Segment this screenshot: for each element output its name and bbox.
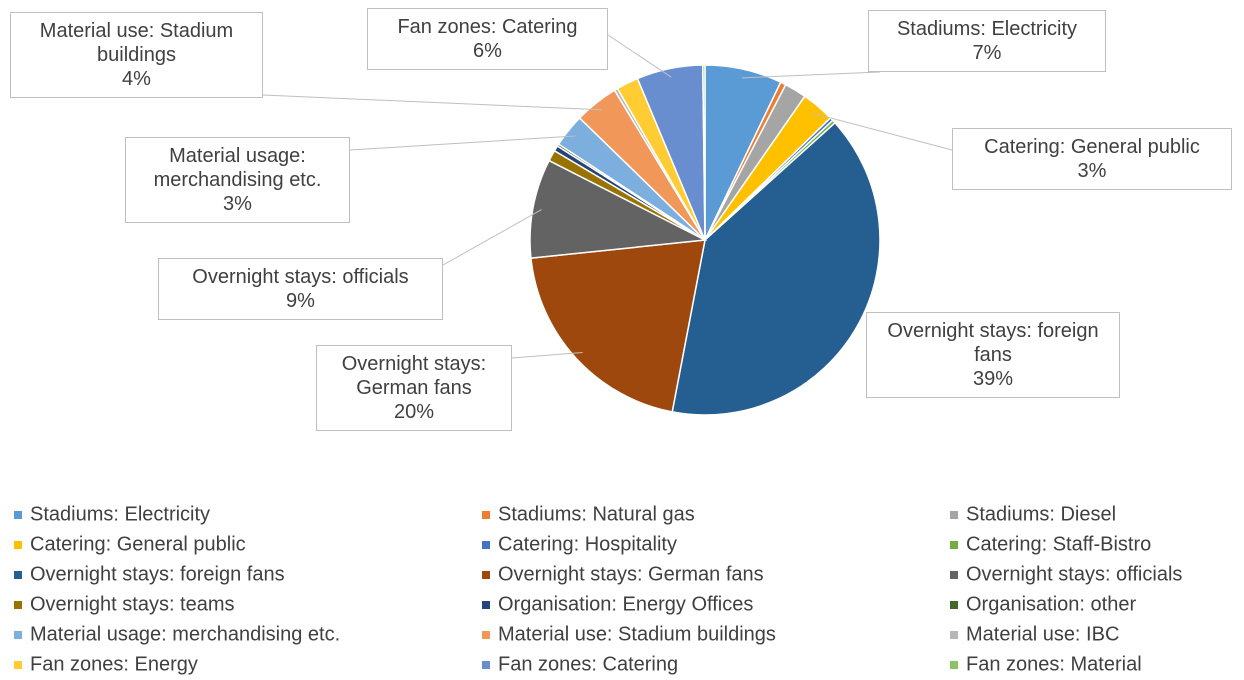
data-callout: Material use: Stadium buildings 4% <box>10 12 263 98</box>
callout-category: Stadiums: Electricity <box>896 18 1078 40</box>
callout-value: 3% <box>223 193 252 215</box>
callout-category: Material usage: merchandising etc. <box>153 145 322 191</box>
legend-label: Material use: IBC <box>966 623 1119 645</box>
legend-label: Material usage: merchandising etc. <box>30 623 340 645</box>
callout-category: Catering: General public <box>984 136 1200 158</box>
legend-label: Fan zones: Energy <box>30 653 198 675</box>
legend-label: Catering: General public <box>30 533 246 555</box>
data-callout: Material usage: merchandising etc. 3% <box>125 137 350 223</box>
callout-category: Fan zones: Catering <box>397 16 578 38</box>
legend-swatch <box>482 541 490 549</box>
legend-swatch <box>950 541 958 549</box>
legend-swatch <box>482 571 490 579</box>
legend-label: Overnight stays: teams <box>30 593 235 615</box>
data-callout: Overnight stays: foreign fans 39% <box>866 312 1120 398</box>
legend-swatch <box>482 661 490 669</box>
callout-value: 39% <box>972 368 1014 390</box>
data-callout: Overnight stays: officials 9% <box>158 258 443 320</box>
legend-swatch <box>482 601 490 609</box>
legend-label: Organisation: Energy Offices <box>498 593 753 615</box>
legend-swatch <box>482 631 490 639</box>
data-callout: Catering: General public 3% <box>952 128 1232 190</box>
pie-slice <box>671 121 881 416</box>
callout-value: 20% <box>393 401 435 423</box>
pie-slice <box>529 159 708 259</box>
legend-swatch <box>14 571 22 579</box>
callout-value: 7% <box>972 42 1002 64</box>
callout-value: 3% <box>1077 160 1107 182</box>
legend-label: Fan zones: Material <box>966 653 1142 675</box>
callout-value: 9% <box>286 290 315 312</box>
leader-line <box>511 351 583 359</box>
legend-swatch <box>482 511 490 519</box>
callout-category: Overnight stays: German fans <box>341 353 487 399</box>
legend-swatch <box>950 571 958 579</box>
callout-category: Overnight stays: foreign fans <box>887 320 1099 366</box>
leader-line <box>262 94 602 111</box>
callout-value: 6% <box>473 40 502 62</box>
legend-swatch <box>14 631 22 639</box>
legend-swatch <box>14 511 22 519</box>
leader-line <box>442 209 542 266</box>
leader-line <box>349 135 576 151</box>
leader-line <box>812 112 953 151</box>
legend-label: Fan zones: Catering <box>498 653 678 675</box>
legend-swatch <box>950 511 958 519</box>
leader-line <box>607 34 672 78</box>
legend-swatch <box>14 601 22 609</box>
callout-category: Overnight stays: officials <box>192 266 409 288</box>
legend-label: Organisation: other <box>966 593 1136 615</box>
callout-value: 4% <box>122 68 151 90</box>
legend-label: Overnight stays: foreign fans <box>30 563 285 585</box>
pie-slice <box>530 239 706 413</box>
legend-swatch <box>950 601 958 609</box>
legend-label: Catering: Hospitality <box>498 533 677 555</box>
data-callout: Overnight stays: German fans 20% <box>316 345 512 431</box>
legend-label: Material use: Stadium buildings <box>498 623 776 645</box>
legend-label: Stadiums: Natural gas <box>498 503 695 525</box>
legend-label: Catering: Staff-Bistro <box>966 533 1151 555</box>
legend-swatch <box>14 661 22 669</box>
legend-swatch <box>950 661 958 669</box>
leader-line <box>741 71 881 79</box>
legend-swatch <box>950 631 958 639</box>
callout-category: Material use: Stadium buildings <box>39 20 234 66</box>
legend-label: Stadiums: Diesel <box>966 503 1116 525</box>
legend-swatch <box>14 541 22 549</box>
pie-slice <box>702 64 706 241</box>
legend-label: Stadiums: Electricity <box>30 503 210 525</box>
legend-label: Overnight stays: officials <box>966 563 1182 585</box>
data-callout: Fan zones: Catering 6% <box>367 8 608 70</box>
data-callout: Stadiums: Electricity 7% <box>868 10 1106 72</box>
legend-label: Overnight stays: German fans <box>498 563 764 585</box>
